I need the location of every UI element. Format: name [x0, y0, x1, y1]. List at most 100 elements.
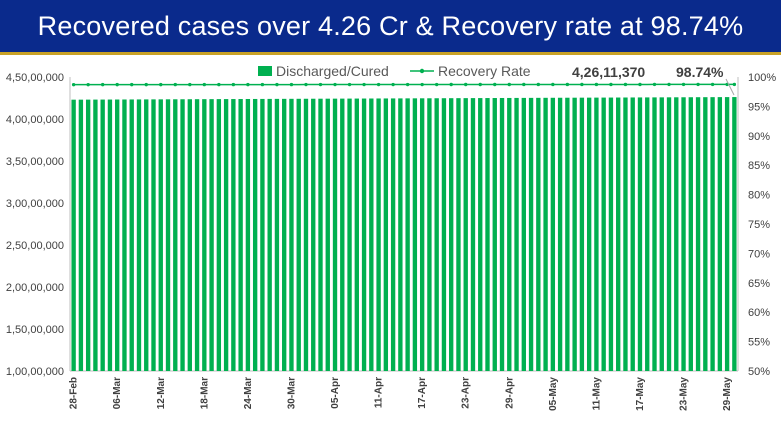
recovery-rate-point — [318, 82, 323, 87]
bar — [550, 97, 556, 372]
y-right-tick-label: 50% — [748, 366, 770, 378]
bar — [456, 98, 461, 371]
y-right-tick-label: 70% — [748, 248, 770, 260]
bar — [637, 97, 643, 371]
y-left-tick-label: 4,00,00,000 — [6, 114, 64, 126]
bar — [376, 98, 381, 371]
y-right-tick-label: 55% — [748, 337, 770, 349]
recovery-rate-point — [333, 82, 337, 87]
bar — [514, 97, 519, 371]
recovery-rate-point — [464, 82, 468, 87]
x-tick-label: 06-Mar — [112, 377, 123, 409]
slide-header: Recovered cases over 4.26 Cr & Recovery … — [0, 0, 781, 52]
bar — [441, 98, 447, 371]
recovery-rate-point — [652, 82, 657, 87]
bar — [616, 97, 621, 372]
recovery-rate-point — [173, 82, 177, 87]
recovery-rate-point — [551, 82, 555, 87]
bar — [274, 98, 280, 371]
y-left-tick-label: 1,50,00,000 — [6, 324, 64, 336]
bar — [238, 99, 243, 372]
bar — [652, 97, 657, 372]
bar — [528, 97, 534, 371]
y-right-tick-label: 75% — [748, 219, 770, 231]
bar — [122, 99, 127, 371]
bar — [361, 98, 367, 371]
bar — [507, 97, 512, 371]
bar — [187, 99, 192, 372]
recovery-rate-point — [696, 82, 700, 87]
recovery-rate-point — [507, 82, 511, 87]
recovery-rate-point — [478, 82, 482, 87]
y-left-tick-label: 1,00,00,000 — [6, 366, 64, 378]
callout-last-discharged: 4,26,11,370 — [572, 64, 645, 80]
recovery-rate-point — [246, 82, 250, 87]
bar — [318, 98, 323, 372]
recovery-rate-point — [260, 82, 265, 87]
y-left-tick-label: 3,50,00,000 — [6, 156, 64, 168]
recovery-rate-point — [275, 82, 279, 87]
recovery-rate-point — [594, 82, 599, 87]
recovery-rate-point — [217, 82, 221, 87]
bar — [347, 98, 352, 371]
bar — [688, 97, 693, 371]
bar — [78, 99, 84, 372]
bar — [100, 99, 105, 371]
x-tick-label: 23-May — [679, 377, 690, 411]
recovery-rate-point — [231, 82, 236, 87]
header-divider — [0, 52, 781, 55]
bar — [557, 97, 563, 371]
bar — [231, 99, 236, 372]
bar — [608, 97, 614, 371]
callout-leader-line — [725, 78, 735, 96]
bar — [543, 97, 548, 372]
bar — [579, 97, 585, 371]
recovery-rate-point — [202, 82, 207, 87]
bar — [194, 99, 200, 371]
bar — [223, 99, 229, 371]
bar — [521, 97, 526, 371]
bar — [136, 99, 142, 371]
bar — [340, 98, 345, 371]
legend-swatch-discharged — [258, 66, 272, 76]
bar — [485, 98, 490, 371]
bar — [623, 97, 628, 372]
recovery-rate-point — [434, 82, 439, 87]
x-tick-label: 17-May — [635, 377, 646, 411]
bar — [144, 99, 149, 371]
bar — [732, 97, 737, 372]
bar — [252, 98, 258, 371]
slide-title: Recovered cases over 4.26 Cr & Recovery … — [37, 10, 744, 41]
recovery-rate-point — [71, 82, 76, 87]
bar — [586, 97, 592, 371]
bar — [695, 97, 701, 372]
bar — [267, 98, 272, 372]
recovery-rate-point — [347, 82, 352, 87]
y-left-tick-label: 3,00,00,000 — [6, 198, 64, 210]
bar — [369, 98, 374, 371]
chart-area: 1,00,00,000 1,50,00,000 2,00,00,000 2,50,00… — [6, 63, 776, 411]
bar — [419, 98, 425, 372]
recovery-rate-point — [580, 82, 584, 87]
recovery-rate-point — [609, 82, 613, 87]
recovery-rate-point — [289, 82, 294, 87]
bar — [311, 98, 316, 372]
y-right-tick-label: 65% — [748, 278, 770, 290]
legend-label-discharged: Discharged/Cured — [276, 63, 389, 79]
x-tick-label: 24-Mar — [243, 377, 254, 409]
recovery-rate-point — [565, 82, 570, 87]
y-right-tick-label: 95% — [748, 101, 770, 113]
bar — [282, 98, 287, 371]
recovery-rate-point — [86, 82, 90, 87]
bar — [129, 99, 134, 371]
recovery-rate-point — [681, 82, 686, 87]
bar — [107, 99, 113, 371]
x-tick-label: 11-Apr — [374, 377, 385, 408]
bar — [173, 99, 178, 371]
bar — [427, 98, 432, 371]
bar — [405, 98, 410, 371]
bar — [71, 99, 76, 372]
x-tick-label: 23-Apr — [461, 377, 472, 409]
x-tick-label: 05-Apr — [330, 377, 341, 409]
callout-last-recovery-rate: 98.74% — [676, 64, 724, 80]
